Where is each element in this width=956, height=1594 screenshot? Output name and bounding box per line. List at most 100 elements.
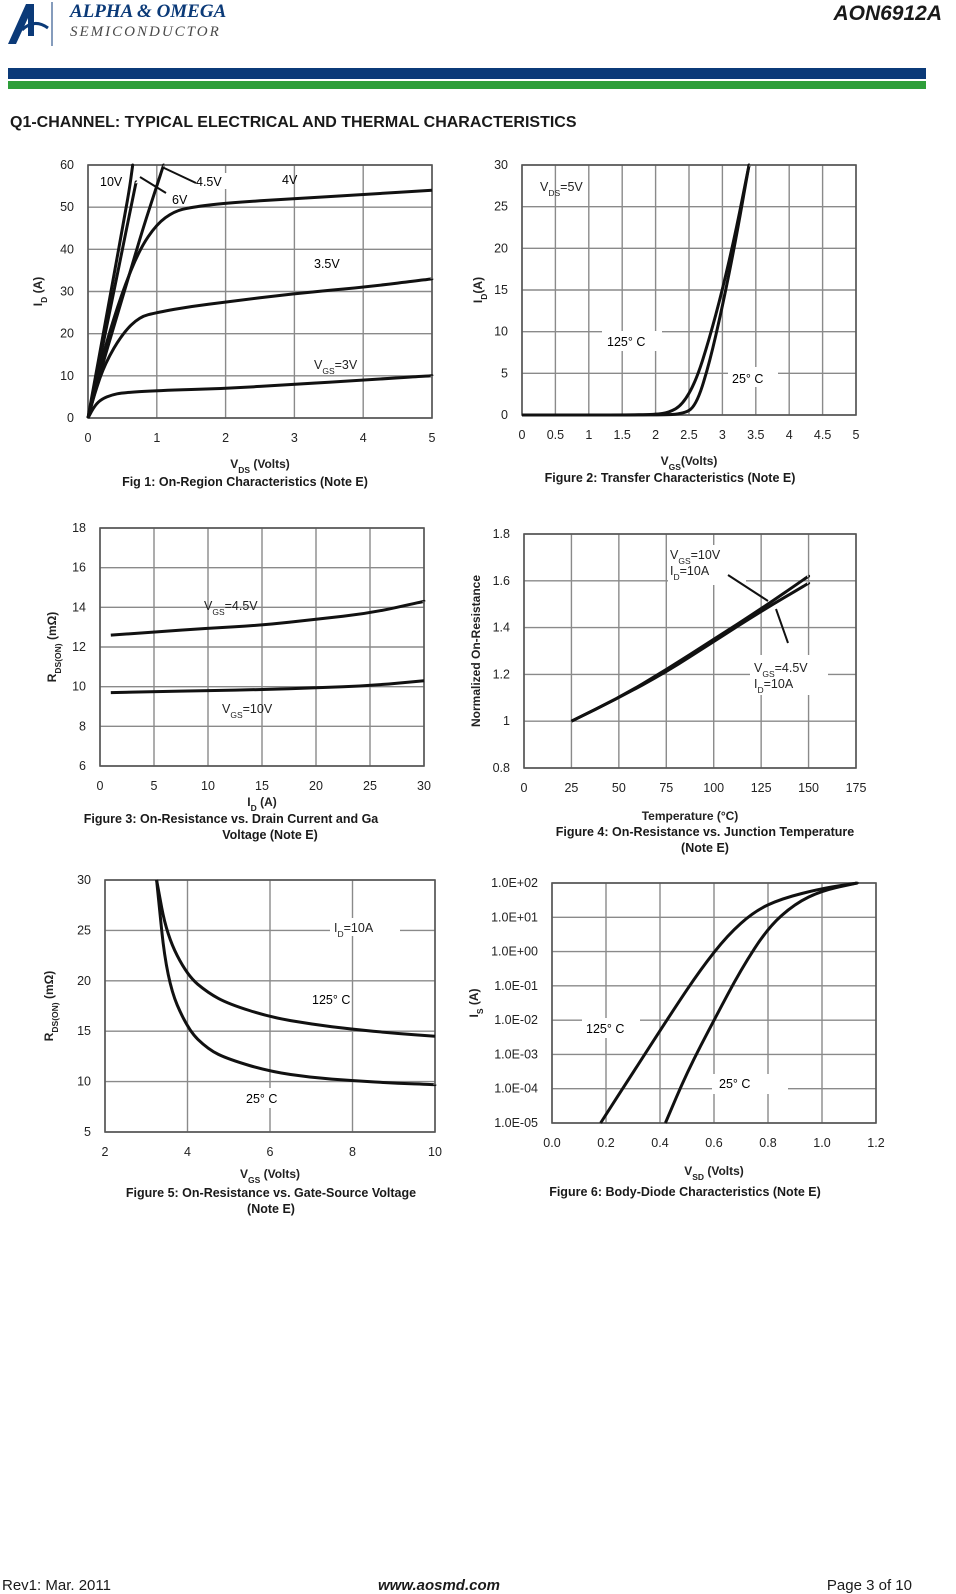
y-tick-label: 1.0E+02 (491, 876, 538, 890)
x-tick-label: 0 (85, 431, 92, 445)
x-tick-label: 0.2 (597, 1136, 614, 1150)
y-tick-label: 1 (503, 714, 510, 728)
x-tick-label: 0.6 (705, 1136, 722, 1150)
x-tick-label: 8 (349, 1145, 356, 1159)
annotation-4-5v: 4.5V (196, 175, 222, 189)
y-tick-label: 5 (501, 366, 508, 380)
fig2-chart: 0 0.5 1 1.5 2 2.5 3 3.5 4 4.5 5 0 5 10 15 20 25 30 VGS(Vol… (462, 145, 902, 475)
fig1-chart: 0 1 2 3 4 5 0 10 20 30 40 50 60 VDS (Volts) ID (A) 10V 6… (0, 145, 460, 475)
x-tick-label: 4.5 (814, 428, 831, 442)
label-bg (240, 1088, 296, 1108)
y-tick-label: 1.6 (493, 574, 510, 588)
y-tick-label: 1.0E-04 (494, 1082, 538, 1096)
label-bg (750, 655, 828, 695)
label-bg (712, 1074, 788, 1094)
label-bg (582, 1018, 640, 1038)
x-tick-label: 2 (652, 428, 659, 442)
fig4-caption-line1: Figure 4: On-Resistance vs. Junction Tem… (555, 825, 855, 839)
annotation-vgs-10v: VGS=10V (222, 702, 273, 720)
y-tick-label: 8 (79, 719, 86, 733)
x-tick-label: 0 (519, 428, 526, 442)
annotation-4v: 4V (282, 173, 298, 187)
annotation-3-5v: 3.5V (314, 257, 340, 271)
y-axis-label: RDS(ON) (mΩ) (45, 612, 63, 683)
x-tick-label: 4 (786, 428, 793, 442)
x-tick-label: 0 (97, 779, 104, 793)
y-tick-label: 20 (77, 974, 91, 988)
y-tick-label: 1.0E-03 (494, 1047, 538, 1061)
annotation-vgs-4-5v: VGS=4.5V (204, 599, 258, 617)
y-tick-label: 50 (60, 200, 74, 214)
x-axis-label: VDS (Volts) (230, 457, 290, 475)
y-axis-label: Normalized On-Resistance (469, 575, 483, 727)
svg-text:SEMICONDUCTOR: SEMICONDUCTOR (70, 24, 221, 40)
x-axis-label: VGS (Volts) (240, 1167, 300, 1184)
y-tick-label: 18 (72, 521, 86, 535)
x-tick-label: 1 (153, 431, 160, 445)
annotation-vgs-3v: VGS=3V (314, 358, 358, 376)
series-line-125-c (599, 881, 859, 1124)
x-tick-label: 1 (585, 428, 592, 442)
plot-frame (523, 533, 857, 769)
x-tick-label: 25 (564, 781, 578, 795)
x-tick-label: 75 (659, 781, 673, 795)
y-tick-label: 6 (79, 759, 86, 773)
annotation-vgs-4-5v: VGS=4.5V (754, 661, 808, 679)
series-line-vgs-4-5v-id-10a (570, 581, 811, 723)
x-tick-label: 4 (360, 431, 367, 445)
y-axis-label: ID(A) (471, 277, 489, 303)
y-tick-label: 15 (77, 1024, 91, 1038)
fig6-chart: 0.0 0.2 0.4 0.6 0.8 1.0 1.2 1.0E+02 1.0E+01 1.0E+… (462, 862, 902, 1184)
y-tick-label: 14 (72, 600, 86, 614)
x-tick-label: 5 (429, 431, 436, 445)
x-tick-label: 20 (309, 779, 323, 793)
series-line-vgs-10v (110, 679, 425, 695)
x-tick-label: 10 (201, 779, 215, 793)
y-axis-label: ID (A) (31, 277, 49, 306)
x-tick-label: 0.5 (547, 428, 564, 442)
plot-frame (87, 164, 433, 419)
company-logo: ALPHA & OMEGA SEMICONDUCTOR (8, 1, 226, 46)
y-tick-label: 0 (67, 411, 74, 425)
annotation-arrow (775, 608, 789, 644)
fig3-caption-line2: Voltage (Note E) (222, 828, 318, 842)
x-tick-label: 2 (102, 1145, 109, 1159)
annotation-id-10a: ID=10A (670, 564, 710, 582)
y-tick-label: 10 (494, 325, 508, 339)
y-tick-label: 20 (494, 241, 508, 255)
series-line-25-c (522, 163, 751, 417)
footer-website[interactable]: www.aosmd.com (378, 1577, 500, 1594)
footer-page-number: Page 3 of 10 (826, 1577, 912, 1594)
x-tick-label: 4 (184, 1145, 191, 1159)
x-tick-label: 5 (151, 779, 158, 793)
y-tick-label: 1.0E-02 (494, 1013, 538, 1027)
y-tick-label: 1.0E+00 (491, 945, 538, 959)
label-bg (194, 173, 228, 189)
series-line-25-c (664, 881, 859, 1124)
y-tick-label: 0 (501, 408, 508, 422)
annotation-id-10a: ID=10A (334, 921, 374, 939)
plot-frame (521, 164, 857, 416)
svg-text:ALPHA & OMEGA: ALPHA & OMEGA (69, 1, 226, 22)
x-tick-label: 0.0 (543, 1136, 560, 1150)
y-tick-label: 16 (72, 561, 86, 575)
annotation-6v: 6V (172, 193, 188, 207)
x-tick-label: 25 (363, 779, 377, 793)
y-tick-label: 30 (77, 873, 91, 887)
x-tick-label: 0 (521, 781, 528, 795)
label-bg (602, 331, 662, 351)
y-tick-label: 1.8 (493, 527, 510, 541)
x-tick-label: 50 (612, 781, 626, 795)
y-tick-label: 0.8 (493, 761, 510, 775)
x-tick-label: 10 (428, 1145, 442, 1159)
x-tick-label: 3.5 (747, 428, 764, 442)
y-tick-label: 25 (77, 923, 91, 937)
y-tick-label: 20 (60, 327, 74, 341)
annotation-25c: 25° C (732, 372, 763, 386)
x-tick-label: 3 (719, 428, 726, 442)
x-axis-label: Temperature (°C) (642, 809, 739, 823)
header-bar-green (8, 81, 926, 89)
x-tick-label: 3 (291, 431, 298, 445)
footer-revision: Rev1: Mar. 2011 (2, 1577, 111, 1594)
x-tick-label: 30 (417, 779, 431, 793)
